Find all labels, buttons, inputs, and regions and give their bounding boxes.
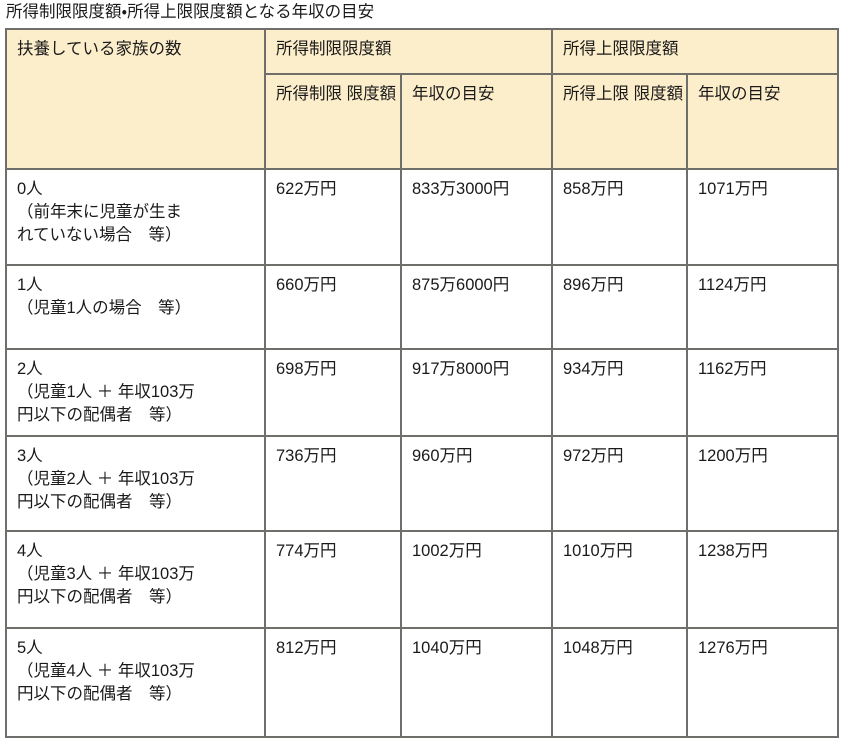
header-row-subheaders: 所得制限 限度額 年収の目安 所得上限 限度額 年収の目安 <box>6 73 839 170</box>
cell-upper-limit-salary: 1200万円 <box>686 435 839 532</box>
upper-limit-salary-value: 1071万円 <box>698 180 768 198</box>
cell-income-limit-salary: 1002万円 <box>400 530 553 629</box>
cell-income-limit-salary: 960万円 <box>400 435 553 532</box>
income-limit-amount-value: 736万円 <box>276 447 337 465</box>
cell-family-count: 4人 （児童3人 ＋ 年収103万 円以下の配偶者 等） <box>5 530 266 629</box>
family-count-value: 5人 <box>17 639 43 657</box>
cell-family-count: 1人 （児童1人の場合 等） <box>5 264 266 350</box>
header-family-count: 扶養している家族の数 <box>5 28 266 170</box>
cell-upper-limit-amount: 858万円 <box>551 168 688 266</box>
header-sub-upper-limit-amount: 所得上限 限度額 <box>551 73 688 170</box>
cell-family-count: 3人 （児童2人 ＋ 年収103万 円以下の配偶者 等） <box>5 435 266 532</box>
upper-limit-salary-value: 1238万円 <box>698 542 768 560</box>
cell-income-limit-salary: 875万6000円 <box>400 264 553 350</box>
cell-family-count: 0人 （前年末に児童が生ま れていない場合 等） <box>5 168 266 266</box>
upper-limit-amount-value: 1010万円 <box>563 542 633 560</box>
family-count-note: （児童1人 ＋ 年収103万 円以下の配偶者 等） <box>17 383 195 424</box>
cell-income-limit-salary: 1040万円 <box>400 627 553 738</box>
upper-limit-amount-value: 972万円 <box>563 447 624 465</box>
income-limit-salary-value: 833万3000円 <box>412 180 510 198</box>
family-count-value: 2人 <box>17 360 43 378</box>
family-count-value: 3人 <box>17 447 43 465</box>
cell-upper-limit-salary: 1124万円 <box>686 264 839 350</box>
cell-upper-limit-amount: 972万円 <box>551 435 688 532</box>
upper-limit-salary-value: 1162万円 <box>698 360 767 378</box>
table-header: 扶養している家族の数 所得制限限度額 所得上限限度額 所得制限 限度額 年収の目… <box>5 28 839 170</box>
upper-limit-salary-value: 1200万円 <box>698 447 768 465</box>
income-limit-amount-value: 812万円 <box>276 639 337 657</box>
table-row: 3人 （児童2人 ＋ 年収103万 円以下の配偶者 等） 736万円 960万円… <box>5 435 839 532</box>
cell-upper-limit-amount: 1048万円 <box>551 627 688 738</box>
income-limit-amount-value: 622万円 <box>276 180 337 198</box>
header-sub-income-limit-salary: 年収の目安 <box>400 73 553 170</box>
upper-limit-amount-value: 896万円 <box>563 276 624 294</box>
upper-limit-amount-value: 934万円 <box>563 360 624 378</box>
cell-income-limit-salary: 917万8000円 <box>400 348 553 437</box>
header-sub-upper-limit-salary: 年収の目安 <box>686 73 839 170</box>
cell-income-limit-amount: 774万円 <box>264 530 402 629</box>
upper-limit-salary-value: 1276万円 <box>698 639 768 657</box>
income-limit-amount-value: 774万円 <box>276 542 337 560</box>
cell-upper-limit-salary: 1162万円 <box>686 348 839 437</box>
cell-family-count: 5人 （児童4人 ＋ 年収103万 円以下の配偶者 等） <box>5 627 266 738</box>
family-count-value: 0人 <box>17 180 43 198</box>
family-count-note: （児童1人の場合 等） <box>17 299 192 317</box>
header-sub-income-limit-amount: 所得制限 限度額 <box>264 73 402 170</box>
family-count-note: （児童4人 ＋ 年収103万 円以下の配偶者 等） <box>17 662 195 703</box>
upper-limit-salary-value: 1124万円 <box>698 276 767 294</box>
upper-limit-amount-value: 858万円 <box>563 180 624 198</box>
cell-income-limit-amount: 698万円 <box>264 348 402 437</box>
cell-income-limit-amount: 812万円 <box>264 627 402 738</box>
income-limit-table-container: 扶養している家族の数 所得制限限度額 所得上限限度額 所得制限 限度額 年収の目… <box>5 28 839 738</box>
cell-income-limit-amount: 660万円 <box>264 264 402 350</box>
cell-upper-limit-salary: 1276万円 <box>686 627 839 738</box>
table-row: 1人 （児童1人の場合 等） 660万円 875万6000円 896万円 112… <box>5 264 839 350</box>
cell-income-limit-amount: 622万円 <box>264 168 402 266</box>
upper-limit-amount-value: 1048万円 <box>563 639 633 657</box>
header-group-income-limit: 所得制限限度額 <box>264 28 553 75</box>
header-row-groups: 扶養している家族の数 所得制限限度額 所得上限限度額 <box>5 28 839 170</box>
income-limit-salary-value: 960万円 <box>412 447 473 465</box>
cell-income-limit-amount: 736万円 <box>264 435 402 532</box>
table-row: 4人 （児童3人 ＋ 年収103万 円以下の配偶者 等） 774万円 1002万… <box>5 530 839 629</box>
cell-upper-limit-amount: 1010万円 <box>551 530 688 629</box>
income-limit-amount-value: 660万円 <box>276 276 337 294</box>
income-limit-salary-value: 875万6000円 <box>412 276 510 294</box>
cell-upper-limit-salary: 1071万円 <box>686 168 839 266</box>
income-limit-salary-value: 917万8000円 <box>412 360 510 378</box>
family-count-note: （児童3人 ＋ 年収103万 円以下の配偶者 等） <box>17 565 195 606</box>
table-row: 5人 （児童4人 ＋ 年収103万 円以下の配偶者 等） 812万円 1040万… <box>5 627 839 738</box>
income-limit-salary-value: 1002万円 <box>412 542 482 560</box>
cell-upper-limit-amount: 934万円 <box>551 348 688 437</box>
cell-family-count: 2人 （児童1人 ＋ 年収103万 円以下の配偶者 等） <box>5 348 266 437</box>
page-title: 所得制限限度額・所得上限限度額となる年収の目安 <box>6 3 375 21</box>
family-count-note: （前年末に児童が生ま れていない場合 等） <box>17 203 182 244</box>
income-limit-amount-value: 698万円 <box>276 360 337 378</box>
table-body: 0人 （前年末に児童が生ま れていない場合 等） 622万円 833万3000円… <box>5 168 839 738</box>
cell-upper-limit-salary: 1238万円 <box>686 530 839 629</box>
table-row: 2人 （児童1人 ＋ 年収103万 円以下の配偶者 等） 698万円 917万8… <box>5 348 839 437</box>
cell-upper-limit-amount: 896万円 <box>551 264 688 350</box>
table-row: 0人 （前年末に児童が生ま れていない場合 等） 622万円 833万3000円… <box>5 168 839 266</box>
family-count-value: 4人 <box>17 542 43 560</box>
header-group-income-upper-limit: 所得上限限度額 <box>551 28 839 75</box>
income-limit-table: 扶養している家族の数 所得制限限度額 所得上限限度額 所得制限 限度額 年収の目… <box>5 28 839 738</box>
family-count-note: （児童2人 ＋ 年収103万 円以下の配偶者 等） <box>17 470 195 511</box>
family-count-value: 1人 <box>17 276 43 294</box>
income-limit-salary-value: 1040万円 <box>412 639 482 657</box>
cell-income-limit-salary: 833万3000円 <box>400 168 553 266</box>
